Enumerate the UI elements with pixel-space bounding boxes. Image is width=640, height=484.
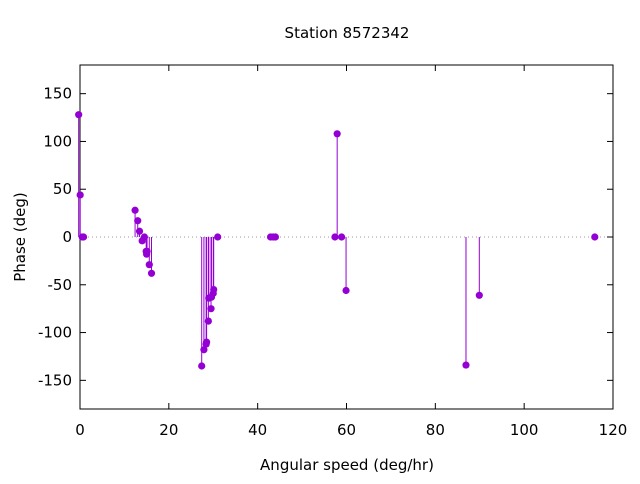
- data-point: [342, 286, 350, 295]
- data-point: [76, 191, 84, 199]
- data-point: [475, 291, 483, 299]
- data-point: [210, 285, 218, 294]
- data-point: [79, 233, 88, 241]
- y-tick-label: -150: [38, 371, 72, 389]
- axes: 0 20 40 60 80 100 120 -150 -100 -50 0 50 100 150: [38, 64, 628, 439]
- x-tick-label: 120: [599, 421, 628, 439]
- data-point: [338, 233, 346, 241]
- x-axis-label: Angular speed (deg/hr): [260, 456, 434, 474]
- y-tick-label: 0: [62, 228, 72, 246]
- data-point: [207, 305, 215, 313]
- x-tick-label: 40: [248, 421, 267, 439]
- data-point: [202, 338, 211, 346]
- data-point: [200, 346, 208, 354]
- data-point: [134, 217, 142, 225]
- data-point: [131, 206, 139, 214]
- y-tick-label: -50: [48, 276, 73, 294]
- x-tick-label: 100: [510, 421, 539, 439]
- x-tick-label: 20: [159, 421, 178, 439]
- data-point: [214, 233, 222, 241]
- data-point: [198, 362, 206, 370]
- y-tick-label: 150: [43, 85, 72, 103]
- data-point: [204, 317, 212, 325]
- x-tick-label: 0: [75, 421, 85, 439]
- data-point: [75, 111, 83, 119]
- chart-title: Station 8572342: [285, 24, 410, 42]
- data-marks: [75, 111, 599, 370]
- x-tick-label: 80: [426, 421, 445, 439]
- data-point: [462, 361, 470, 369]
- y-axis-label: Phase (deg): [11, 192, 29, 282]
- data-point: [135, 227, 144, 235]
- data-point: [147, 269, 156, 277]
- y-tick-label: 100: [43, 132, 72, 150]
- data-point: [591, 233, 599, 241]
- x-tick-label: 60: [337, 421, 356, 439]
- data-point: [271, 233, 280, 241]
- data-point: [333, 130, 341, 138]
- y-tick-label: -100: [38, 324, 72, 342]
- y-tick-label: 50: [53, 180, 72, 198]
